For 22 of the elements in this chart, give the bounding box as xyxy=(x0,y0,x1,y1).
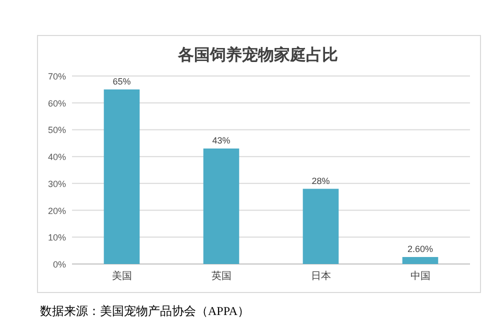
y-tick-label: 40% xyxy=(48,152,66,162)
data-label: 28% xyxy=(312,176,330,186)
bar xyxy=(402,257,438,264)
source-note: 数据来源：美国宠物产品协会（APPA） xyxy=(40,304,250,318)
y-tick-label: 60% xyxy=(48,98,66,108)
data-label: 65% xyxy=(112,76,131,86)
y-tick-label: 10% xyxy=(48,232,66,243)
y-tick-label: 70% xyxy=(48,72,66,82)
y-tick-label: 50% xyxy=(48,125,66,136)
y-tick-label: 30% xyxy=(48,178,66,189)
data-label: 2.60% xyxy=(407,244,434,254)
x-tick-label: 美国 xyxy=(112,270,132,282)
x-tick-label: 日本 xyxy=(310,270,331,282)
y-tick-label: 0% xyxy=(52,260,66,270)
bar xyxy=(302,188,339,264)
bar xyxy=(104,89,140,264)
x-tick-label: 英国 xyxy=(211,270,232,282)
y-tick-label: 20% xyxy=(48,206,66,216)
data-label: 43% xyxy=(212,136,230,146)
x-tick-label: 中国 xyxy=(410,270,430,282)
bar xyxy=(203,148,240,264)
chart-title: 各国饲养宠物家庭占比 xyxy=(177,45,338,64)
